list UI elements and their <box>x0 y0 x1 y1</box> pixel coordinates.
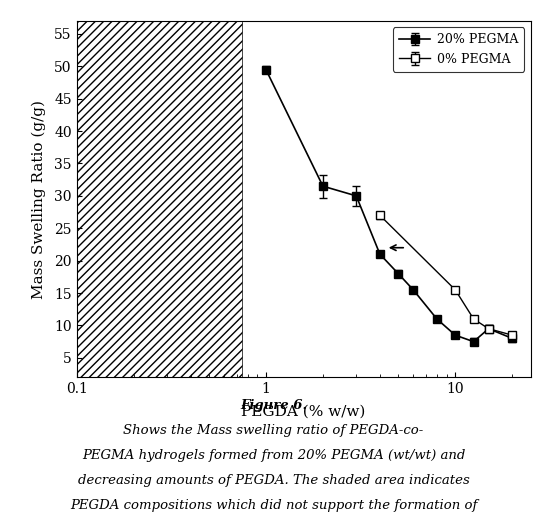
X-axis label: PEGDA (% w/w): PEGDA (% w/w) <box>241 405 366 419</box>
Text: PEGMA hydrogels formed from 20% PEGMA (wt/wt) and: PEGMA hydrogels formed from 20% PEGMA (w… <box>82 449 465 462</box>
Text: PEGDA compositions which did not support the formation of: PEGDA compositions which did not support… <box>70 499 477 512</box>
Legend: 20% PEGMA, 0% PEGMA: 20% PEGMA, 0% PEGMA <box>393 27 525 72</box>
Text: Shows the Mass swelling ratio of PEGDA-co-: Shows the Mass swelling ratio of PEGDA-c… <box>124 424 423 437</box>
Text: Figure 6.: Figure 6. <box>240 399 307 412</box>
Bar <box>77 8 242 377</box>
Text: decreasing amounts of PEGDA. The shaded area indicates: decreasing amounts of PEGDA. The shaded … <box>78 474 469 487</box>
Y-axis label: Mass Swelling Ratio (g/g): Mass Swelling Ratio (g/g) <box>31 100 46 299</box>
